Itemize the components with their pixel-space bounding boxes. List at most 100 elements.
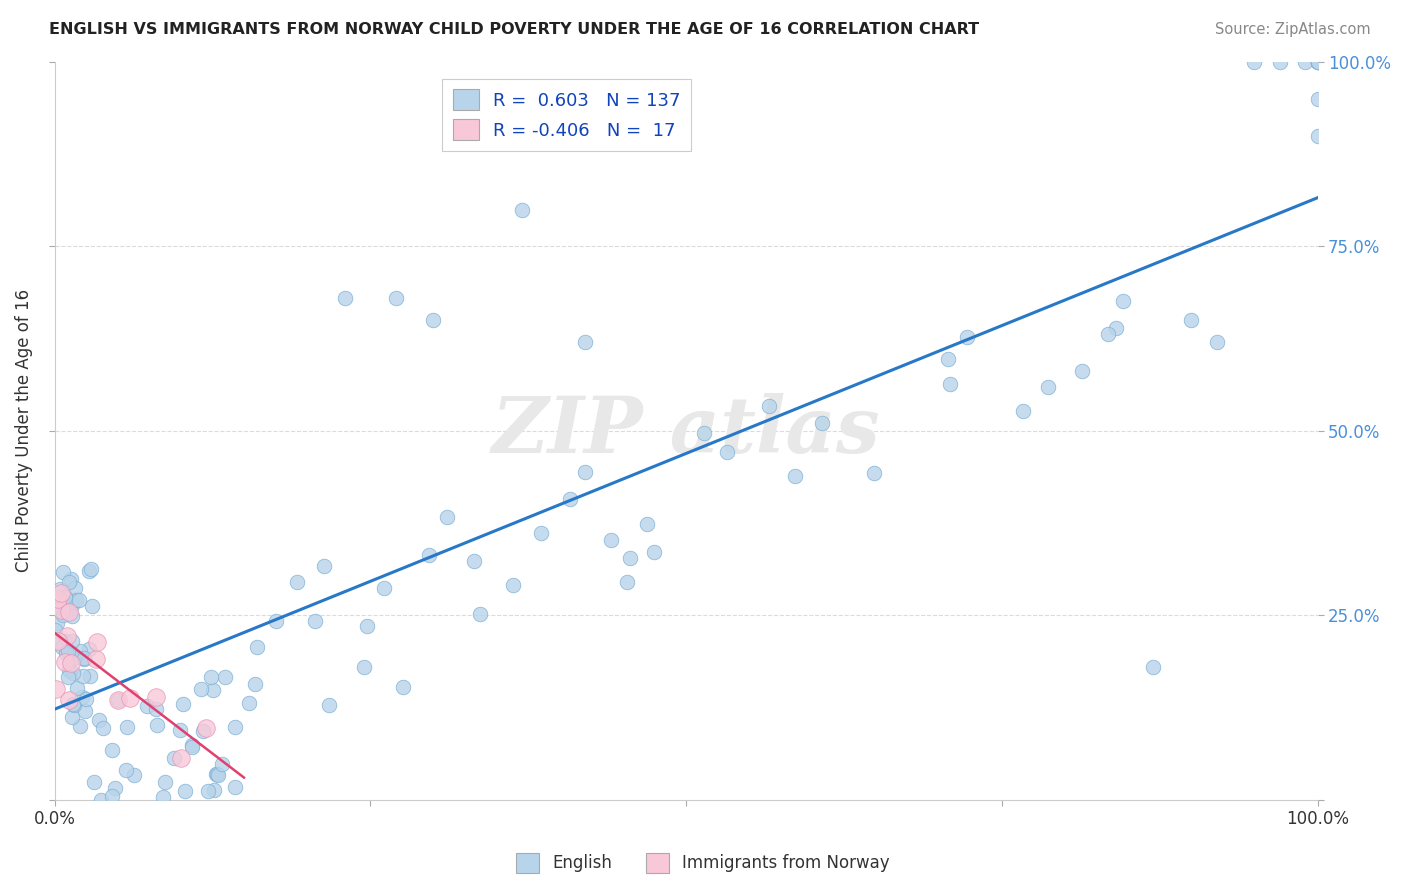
Point bbox=[53, 590, 76, 604]
Point bbox=[318, 698, 340, 712]
Point bbox=[214, 670, 236, 684]
Point bbox=[145, 690, 167, 704]
Point bbox=[173, 784, 195, 798]
Point bbox=[530, 525, 553, 540]
Point bbox=[146, 718, 169, 732]
Point bbox=[1306, 55, 1329, 70]
Point bbox=[304, 614, 326, 628]
Point bbox=[69, 643, 91, 657]
Point bbox=[243, 677, 266, 691]
Point bbox=[60, 609, 83, 624]
Point bbox=[65, 581, 87, 595]
Point bbox=[60, 710, 83, 724]
Point bbox=[75, 692, 97, 706]
Point bbox=[1306, 128, 1329, 143]
Point bbox=[373, 581, 395, 595]
Point bbox=[692, 425, 714, 440]
Point bbox=[716, 444, 738, 458]
Point bbox=[200, 670, 222, 684]
Point bbox=[938, 352, 960, 367]
Point bbox=[1112, 294, 1135, 309]
Point bbox=[115, 763, 138, 777]
Point bbox=[170, 751, 193, 765]
Point bbox=[66, 681, 89, 695]
Point bbox=[51, 586, 73, 600]
Point bbox=[1306, 55, 1329, 70]
Point bbox=[84, 652, 107, 666]
Point bbox=[79, 562, 101, 576]
Point bbox=[49, 603, 72, 617]
Point bbox=[1243, 55, 1265, 70]
Point bbox=[1071, 364, 1094, 378]
Point bbox=[58, 663, 80, 677]
Point bbox=[574, 465, 596, 479]
Point bbox=[52, 566, 75, 580]
Point bbox=[83, 774, 105, 789]
Point bbox=[77, 642, 100, 657]
Point bbox=[616, 574, 638, 589]
Y-axis label: Child Poverty Under the Age of 16: Child Poverty Under the Age of 16 bbox=[15, 289, 32, 573]
Point bbox=[60, 634, 83, 648]
Point bbox=[191, 723, 214, 738]
Point bbox=[46, 633, 69, 648]
Point bbox=[104, 780, 127, 795]
Point bbox=[163, 751, 186, 765]
Point bbox=[202, 683, 225, 698]
Point bbox=[58, 605, 80, 619]
Point bbox=[67, 592, 90, 607]
Point bbox=[169, 723, 191, 737]
Point bbox=[619, 551, 641, 566]
Point bbox=[135, 698, 157, 713]
Point bbox=[1306, 92, 1329, 106]
Point bbox=[107, 693, 129, 707]
Point bbox=[636, 517, 658, 532]
Point bbox=[63, 698, 86, 712]
Point bbox=[101, 742, 124, 756]
Point bbox=[77, 564, 100, 578]
Point bbox=[422, 313, 444, 327]
Point bbox=[53, 634, 76, 648]
Point bbox=[1011, 403, 1033, 417]
Point bbox=[1306, 55, 1329, 70]
Point bbox=[392, 681, 415, 695]
Point bbox=[1306, 55, 1329, 70]
Legend: English, Immigrants from Norway: English, Immigrants from Norway bbox=[509, 847, 897, 880]
Point bbox=[87, 713, 110, 727]
Point bbox=[197, 783, 219, 797]
Point bbox=[124, 768, 146, 782]
Point bbox=[72, 651, 94, 665]
Point bbox=[1097, 326, 1119, 341]
Point bbox=[1105, 321, 1128, 335]
Point bbox=[65, 593, 87, 607]
Point bbox=[79, 668, 101, 682]
Point bbox=[643, 545, 665, 559]
Point bbox=[107, 692, 129, 706]
Point bbox=[938, 377, 960, 392]
Point bbox=[58, 604, 80, 618]
Point bbox=[45, 681, 67, 696]
Point bbox=[1142, 660, 1164, 674]
Point bbox=[52, 607, 75, 622]
Point bbox=[62, 651, 84, 665]
Point bbox=[224, 720, 246, 734]
Point bbox=[56, 629, 79, 643]
Point bbox=[1036, 380, 1059, 394]
Point bbox=[153, 775, 176, 789]
Point bbox=[202, 782, 225, 797]
Point bbox=[44, 623, 66, 637]
Point bbox=[69, 718, 91, 732]
Point bbox=[48, 582, 70, 597]
Point bbox=[63, 650, 86, 665]
Point bbox=[172, 697, 194, 711]
Point bbox=[80, 599, 103, 613]
Point bbox=[1268, 55, 1291, 70]
Point bbox=[470, 607, 492, 621]
Point bbox=[224, 780, 246, 795]
Point bbox=[238, 697, 260, 711]
Point bbox=[120, 690, 142, 705]
Point bbox=[190, 681, 212, 696]
Point bbox=[58, 574, 80, 589]
Point bbox=[55, 646, 77, 660]
Point bbox=[51, 640, 73, 654]
Legend: R =  0.603   N = 137, R = -0.406   N =  17: R = 0.603 N = 137, R = -0.406 N = 17 bbox=[443, 78, 692, 151]
